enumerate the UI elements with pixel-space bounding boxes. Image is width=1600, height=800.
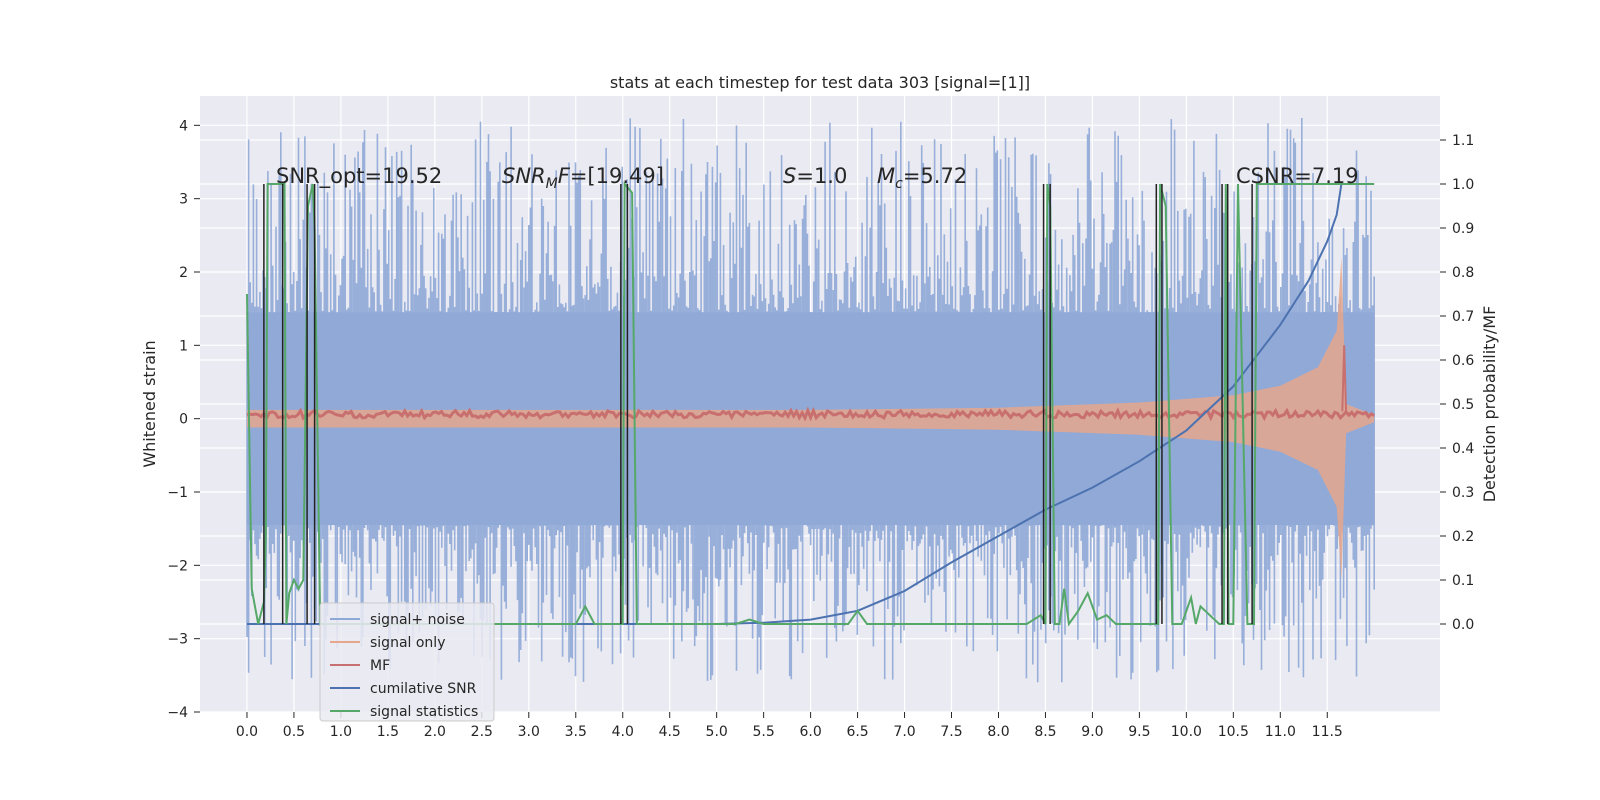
x-tick-label: 8.0 [987, 724, 1009, 740]
annotation-snr-opt: SNR_opt=19.52 [276, 164, 442, 189]
legend-label: signal only [370, 635, 445, 651]
x-tick-label: 0.0 [236, 724, 258, 740]
legend-label: signal+ noise [370, 612, 465, 628]
y-tick-label-left: 0 [179, 412, 188, 428]
y-axis-right-title: Detection probability/MF [1480, 306, 1499, 503]
x-tick-label: 4.5 [659, 724, 681, 740]
annotation-s: S=1.0 [783, 164, 847, 188]
y-tick-label-left: 3 [179, 192, 188, 208]
legend-label: MF [370, 658, 390, 674]
x-tick-label: 4.0 [612, 724, 634, 740]
x-tick-label: 9.5 [1128, 724, 1150, 740]
x-tick-label: 3.5 [565, 724, 587, 740]
x-tick-label: 5.0 [706, 724, 728, 740]
y-tick-label-right: 1.0 [1452, 177, 1474, 193]
x-tick-label: 3.0 [518, 724, 540, 740]
legend-frame [319, 602, 495, 722]
x-tick-label: 1.5 [377, 724, 399, 740]
y-tick-label-left: 1 [179, 338, 188, 354]
x-tick-label: 6.0 [799, 724, 821, 740]
y-tick-label-right: 0.3 [1452, 485, 1474, 501]
x-tick-label: 7.0 [893, 724, 915, 740]
y-tick-label-left: −2 [167, 558, 188, 574]
y-tick-label-right: 0.0 [1452, 617, 1474, 633]
y-tick-label-right: 0.1 [1452, 573, 1474, 589]
y-tick-label-right: 1.1 [1452, 133, 1474, 149]
series-mf-peak [1341, 345, 1348, 412]
detection-markers [263, 184, 1253, 624]
y-tick-label-left: −3 [167, 632, 188, 648]
y-axis-left: 4 3 2 1 0 −1 −2 −3 −4 [167, 118, 200, 721]
y-tick-label-right: 0.5 [1452, 397, 1474, 413]
x-tick-label: 2.0 [424, 724, 446, 740]
x-axis: 0.0 0.5 1.0 1.5 2.0 2.5 3.0 3.5 4.0 4.5 5.0 5.5 6.0 6… [236, 712, 1343, 740]
y-tick-label-left: 4 [179, 118, 188, 134]
x-tick-label: 10.0 [1171, 724, 1202, 740]
annotation-csnr: CSNR=7.19 [1236, 164, 1359, 188]
y-tick-label-right: 0.9 [1452, 221, 1474, 237]
y-tick-label-right: 0.2 [1452, 529, 1474, 545]
y-tick-label-left: −1 [167, 485, 188, 501]
y-tick-label-left: 2 [179, 265, 188, 281]
legend-label: cumilative SNR [370, 681, 477, 697]
x-tick-label: 10.5 [1218, 724, 1249, 740]
series-cumulative-snr [247, 183, 1343, 625]
y-tick-label-right: 0.7 [1452, 309, 1474, 325]
x-tick-label: 2.5 [471, 724, 493, 740]
legend-label: signal statistics [370, 704, 478, 720]
x-tick-label: 1.0 [330, 724, 352, 740]
legend: signal+ noise signal only MF cumilative SNR… [319, 602, 495, 722]
series-layer [246, 118, 1376, 683]
x-tick-label: 5.5 [753, 724, 775, 740]
series-signal-statistics [246, 181, 1375, 627]
x-tick-label: 8.5 [1034, 724, 1056, 740]
y-tick-label-left: −4 [167, 705, 188, 721]
y-tick-label-right: 0.8 [1452, 265, 1474, 281]
x-tick-label: 11.0 [1265, 724, 1296, 740]
y-tick-label-right: 0.4 [1452, 441, 1474, 457]
annotation-snr-mf: SNRMF=[19.49] [502, 164, 664, 192]
y-axis-right: 1.1 1.0 0.9 0.8 0.7 0.6 0.5 0.4 0.3 0.2 0.1 0.0 [1440, 133, 1474, 633]
x-tick-label: 6.5 [846, 724, 868, 740]
x-tick-label: 9.0 [1081, 724, 1103, 740]
series-mf [246, 406, 1376, 422]
x-tick-label: 11.5 [1312, 724, 1343, 740]
y-axis-left-title: Whitened strain [140, 340, 159, 467]
chart-title: stats at each timestep for test data 303… [610, 73, 1030, 92]
x-tick-label: 7.5 [940, 724, 962, 740]
y-tick-label-right: 0.6 [1452, 353, 1474, 369]
annotation-mc: Mc=5.72 [877, 164, 967, 192]
x-tick-label: 0.5 [283, 724, 305, 740]
